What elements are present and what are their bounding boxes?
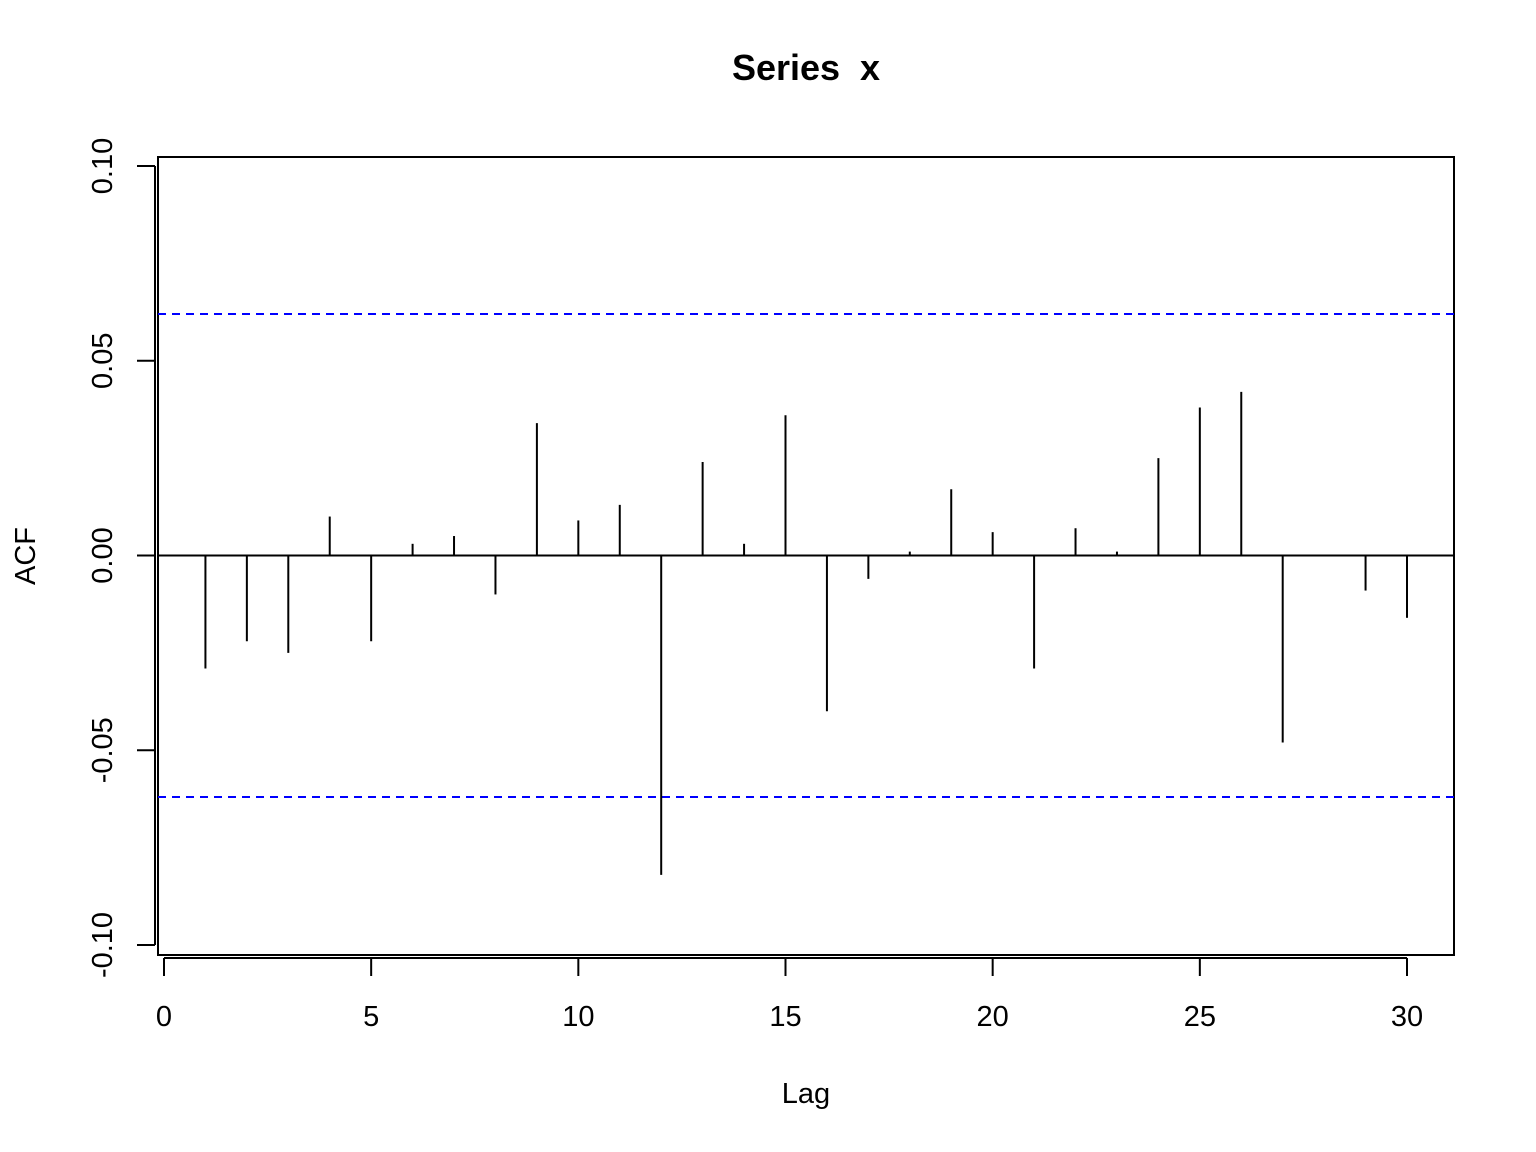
x-tick-label-5: 5 [363, 1001, 379, 1033]
y-tick-label-2: 0.00 [87, 527, 119, 583]
x-axis: 0 5 10 15 20 25 30 [156, 957, 1423, 1033]
y-tick-label-4: 0.10 [87, 138, 119, 194]
y-tick-label-0: -0.10 [87, 912, 119, 978]
x-tick-label-10: 10 [562, 1001, 594, 1033]
x-tick-label-20: 20 [977, 1001, 1009, 1033]
x-tick-label-0: 0 [156, 1001, 172, 1033]
x-tick-label-15: 15 [769, 1001, 801, 1033]
chart-title: Series x [732, 47, 880, 88]
y-tick-label-3: 0.05 [87, 333, 119, 389]
y-tick-label-1: -0.05 [87, 717, 119, 783]
y-axis-label: ACF [10, 527, 42, 585]
y-axis: -0.10 -0.05 0.00 0.05 0.10 [87, 138, 156, 978]
x-tick-label-25: 25 [1184, 1001, 1216, 1033]
acf-bars [158, 391, 1454, 875]
confidence-bounds [158, 313, 1454, 798]
x-tick-label-30: 30 [1391, 1001, 1423, 1033]
x-axis-label: Lag [782, 1078, 830, 1110]
